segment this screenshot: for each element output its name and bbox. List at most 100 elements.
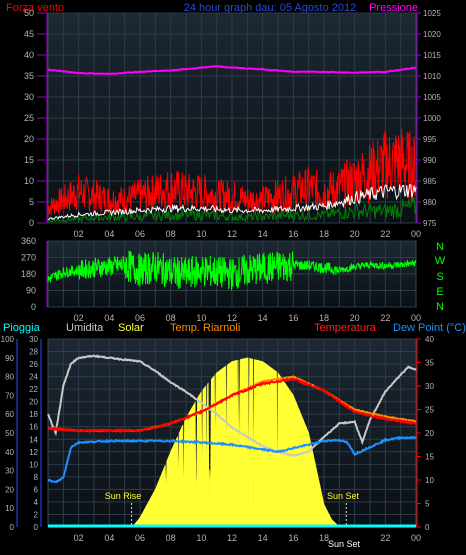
y-tick-label-humidity: 50 bbox=[5, 429, 14, 438]
x-tick-label: 06 bbox=[135, 229, 145, 239]
series-dew-point bbox=[47, 435, 417, 484]
y-tick-label-wind: 25 bbox=[24, 113, 34, 123]
x-tick-label: 04 bbox=[104, 313, 114, 323]
y-tick-label-pressure: 980 bbox=[423, 198, 437, 207]
y-tick-label-solar: 8 bbox=[34, 473, 39, 482]
y-tick-label-solar: 12 bbox=[29, 448, 38, 457]
x-tick-label: 02 bbox=[74, 313, 84, 323]
y-tick-label-wind: 30 bbox=[24, 92, 34, 102]
x-tick-label: 16 bbox=[288, 533, 298, 543]
legend-rain: Pioggia bbox=[3, 322, 41, 334]
y-tick-label-humidity: 90 bbox=[5, 354, 14, 363]
y-tick-label-solar: 2 bbox=[34, 510, 39, 519]
series-humidity bbox=[47, 354, 417, 457]
series-wind-low bbox=[47, 196, 417, 224]
x-tick-label: 22 bbox=[380, 229, 390, 239]
chart-title: 24 hour graph dau: 05 Agosto 2012 bbox=[184, 2, 356, 14]
y-tick-label-temperature: 20 bbox=[425, 429, 434, 438]
x-tick-label: 14 bbox=[258, 313, 268, 323]
compass-n-top: N bbox=[436, 241, 444, 253]
x-tick-label: 20 bbox=[350, 313, 360, 323]
y-tick-label-solar: 10 bbox=[29, 460, 38, 469]
y-tick-label-pressure: 1020 bbox=[423, 30, 441, 39]
y-tick-label-pressure: 1005 bbox=[423, 93, 441, 102]
series-wind-direction bbox=[47, 250, 417, 291]
y-tick-label-humidity: 10 bbox=[5, 504, 14, 513]
compass-s: S bbox=[436, 271, 443, 283]
y-tick-label-temperature: 40 bbox=[425, 335, 434, 344]
y-tick-label-direction: 360 bbox=[21, 236, 36, 246]
legend-temperature: Temperatura bbox=[314, 322, 377, 334]
y-tick-label-direction: 90 bbox=[26, 286, 36, 296]
y-tick-label-pressure: 1025 bbox=[423, 9, 441, 18]
y-tick-label-pressure: 990 bbox=[423, 156, 437, 165]
x-tick-label: 10 bbox=[196, 533, 206, 543]
x-tick-label: 02 bbox=[74, 533, 84, 543]
y-tick-label-humidity: 70 bbox=[5, 391, 14, 400]
x-tick-label: 22 bbox=[380, 313, 390, 323]
x-tick-label: 14 bbox=[258, 533, 268, 543]
y-tick-label-pressure: 985 bbox=[423, 177, 437, 186]
y-tick-label-humidity: 60 bbox=[5, 410, 14, 419]
y-tick-label-direction: 180 bbox=[21, 269, 36, 279]
x-tick-label: 12 bbox=[227, 313, 237, 323]
y-tick-label-pressure: 1000 bbox=[423, 114, 441, 123]
series-wind-gust bbox=[47, 128, 417, 215]
x-tick-label: 18 bbox=[319, 533, 329, 543]
y-tick-label-solar: 30 bbox=[29, 335, 38, 344]
x-tick-label: 12 bbox=[227, 229, 237, 239]
y-tick-label-solar: 4 bbox=[34, 498, 39, 507]
x-tick-label: 02 bbox=[74, 229, 84, 239]
series-wind-average bbox=[47, 183, 417, 221]
y-tick-label-pressure: 1015 bbox=[423, 51, 441, 60]
y-tick-label-direction: 0 bbox=[31, 302, 36, 312]
x-tick-label: 20 bbox=[350, 229, 360, 239]
y-tick-label-humidity: 40 bbox=[5, 448, 14, 457]
y-tick-label-solar: 20 bbox=[29, 398, 38, 407]
y-tick-label-temperature: 25 bbox=[425, 406, 434, 415]
legend-humidity: Umidita bbox=[66, 322, 104, 334]
y-tick-label-wind: 10 bbox=[24, 176, 34, 186]
y-tick-label-wind: 40 bbox=[24, 50, 34, 60]
series-temperature bbox=[47, 377, 417, 434]
sunset-tick-label: Sun Set bbox=[328, 539, 361, 549]
x-tick-label: 18 bbox=[319, 229, 329, 239]
legend-solar: Solar bbox=[118, 322, 144, 334]
x-tick-label: 14 bbox=[258, 229, 268, 239]
y-tick-label-solar: 18 bbox=[29, 410, 38, 419]
y-tick-label-pressure: 1010 bbox=[423, 72, 441, 81]
y-tick-label-wind: 0 bbox=[29, 218, 34, 228]
y-tick-label-solar: 24 bbox=[29, 373, 38, 382]
series-pressure bbox=[47, 65, 417, 75]
y-tick-label-temperature: 10 bbox=[425, 476, 434, 485]
y-tick-label-temperature: 0 bbox=[425, 523, 430, 532]
legend-dew-point: Dew Point (°C) bbox=[393, 322, 466, 334]
y-tick-label-direction: 270 bbox=[21, 253, 36, 263]
x-tick-label: 18 bbox=[319, 313, 329, 323]
x-tick-label: 00 bbox=[411, 533, 421, 543]
y-tick-label-solar: 26 bbox=[29, 360, 38, 369]
sunset-label: Sun Set bbox=[327, 491, 360, 501]
x-tick-label: 06 bbox=[135, 533, 145, 543]
x-tick-label: 06 bbox=[135, 313, 145, 323]
x-tick-label: 10 bbox=[196, 229, 206, 239]
y-tick-label-wind: 45 bbox=[24, 29, 34, 39]
y-tick-label-solar: 22 bbox=[29, 385, 38, 394]
y-tick-label-wind: 50 bbox=[24, 8, 34, 18]
x-tick-label: 16 bbox=[288, 313, 298, 323]
y-tick-label-pressure: 995 bbox=[423, 135, 437, 144]
legend-indoor-temp: Temp. Riarnoli bbox=[170, 322, 240, 334]
y-tick-label-solar: 14 bbox=[29, 435, 38, 444]
pressure-axis-label: Pressione bbox=[369, 2, 418, 14]
x-tick-label: 08 bbox=[166, 229, 176, 239]
sunrise-label: Sun Rise bbox=[105, 491, 142, 501]
y-tick-label-solar: 6 bbox=[34, 485, 39, 494]
y-tick-label-humidity: 80 bbox=[5, 373, 14, 382]
y-tick-label-humidity: 30 bbox=[5, 467, 14, 476]
x-tick-label: 08 bbox=[166, 533, 176, 543]
x-tick-label: 04 bbox=[104, 229, 114, 239]
x-tick-label: 04 bbox=[104, 533, 114, 543]
compass-w: W bbox=[435, 255, 446, 267]
